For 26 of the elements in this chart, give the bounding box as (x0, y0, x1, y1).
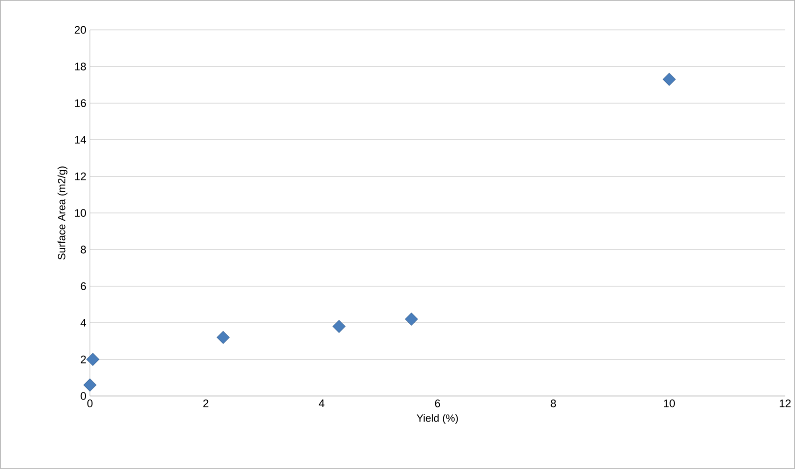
point (332, 320, 346, 334)
point (216, 330, 230, 344)
y-axis-title: Surface Area (m2/g) (58, 166, 68, 260)
y-tick-label: 2 (80, 356, 86, 364)
y-tick-label: 18 (75, 62, 86, 70)
point (86, 352, 100, 366)
x-tick-label: 10 (664, 400, 675, 408)
x-tick-label: 4 (318, 400, 324, 408)
point (404, 312, 418, 326)
y-tick-label: 12 (75, 172, 86, 180)
y-tick-label: 16 (75, 99, 86, 108)
x-tick-label: 0 (87, 400, 93, 408)
point (83, 378, 96, 392)
x-axis-title: Yield (%) (416, 414, 458, 424)
y-tick-label: 6 (80, 282, 86, 290)
x-tick-label: 6 (435, 400, 440, 408)
point (662, 72, 676, 86)
y-tick-label: 8 (80, 246, 86, 254)
x-tick-label: 12 (780, 400, 791, 408)
y-tick-label: 20 (74, 26, 86, 34)
x-tick-label: 8 (550, 400, 556, 408)
y-tick-label: 4 (80, 319, 86, 327)
y-tick-label: 14 (75, 136, 86, 144)
x-tick-label: 2 (203, 400, 208, 408)
y-tick-label: 0 (80, 392, 86, 400)
y-tick-label: 10 (75, 209, 86, 217)
